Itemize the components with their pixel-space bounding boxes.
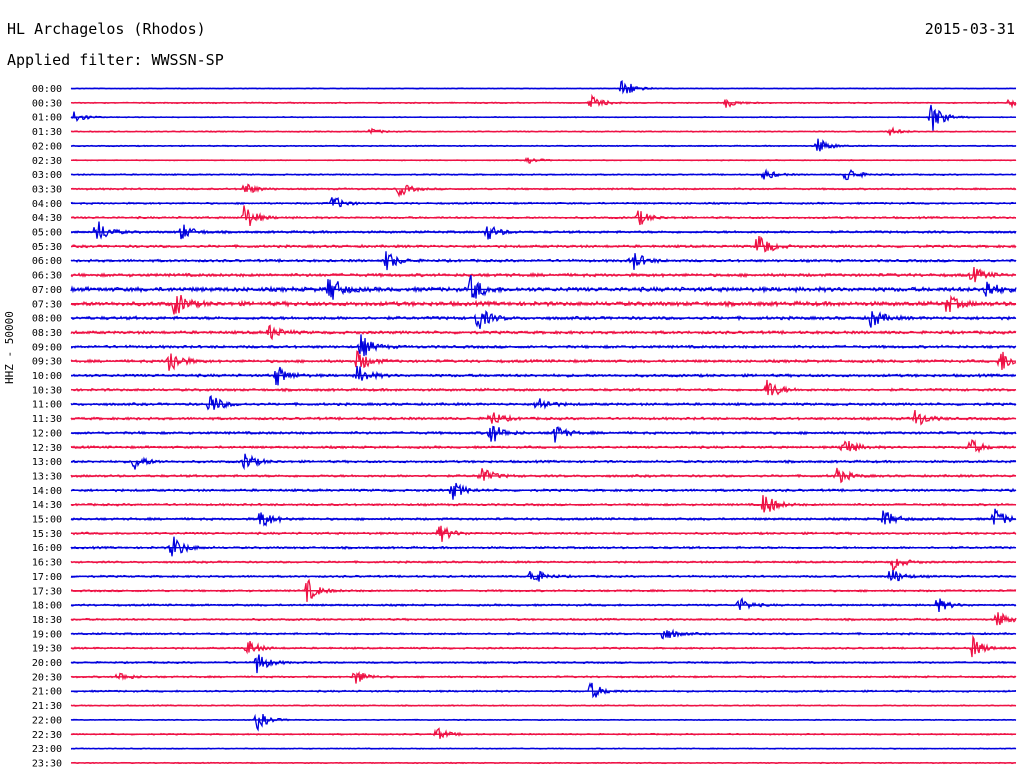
time-label: 12:30	[32, 443, 62, 454]
time-label: 20:00	[32, 658, 62, 669]
time-label: 07:30	[32, 299, 62, 310]
time-label: 09:00	[32, 342, 62, 353]
trace-0700	[70, 274, 1017, 300]
time-label: 13:30	[32, 471, 62, 482]
trace-0500	[71, 221, 1017, 240]
trace-1200	[70, 425, 1017, 443]
time-label: 00:00	[32, 84, 62, 95]
trace-0900	[70, 334, 1017, 357]
time-label: 08:30	[32, 328, 62, 339]
trace-2200	[70, 713, 1017, 732]
time-label: 18:00	[32, 601, 62, 612]
time-labels: 00:00 00:30 01:00 01:30 02:00 02:30 03:00 03:30…	[32, 84, 62, 769]
time-label: 07:00	[32, 285, 62, 296]
trace-1130	[70, 409, 1017, 426]
time-label: 02:00	[32, 141, 62, 152]
trace-0030	[70, 93, 1017, 109]
time-label: 15:00	[32, 515, 62, 526]
time-label: 16:30	[32, 558, 62, 569]
trace-0330	[70, 183, 1017, 198]
time-label: 19:00	[32, 629, 62, 640]
time-label: 11:00	[32, 400, 62, 411]
time-label: 20:30	[32, 672, 62, 683]
trace-2000	[70, 654, 1017, 674]
date-label: 2015-03-31	[924, 20, 1015, 38]
time-label: 17:00	[32, 572, 62, 583]
time-label: 22:00	[32, 715, 62, 726]
time-label: 02:30	[32, 156, 62, 167]
time-label: 23:00	[32, 744, 62, 755]
trace-1100	[70, 395, 1017, 411]
trace-1030	[70, 379, 1017, 396]
time-label: 23:30	[32, 758, 62, 769]
time-label: 10:30	[32, 385, 62, 396]
trace-1500	[70, 508, 1017, 527]
trace-1630	[70, 558, 1017, 572]
time-label: 11:30	[32, 414, 62, 425]
station-title: HL Archagelos (Rhodos)	[7, 20, 206, 38]
trace-1400	[70, 482, 1017, 500]
trace-0100	[70, 104, 1017, 131]
time-label: 00:30	[32, 98, 62, 109]
filter-value: WWSSN-SP	[151, 51, 224, 69]
time-label: 12:00	[32, 428, 62, 439]
trace-1600	[70, 536, 1017, 557]
trace-0430	[70, 205, 1017, 227]
trace-0400	[70, 197, 1017, 208]
trace-2100	[70, 681, 1017, 699]
time-label: 04:00	[32, 199, 62, 210]
time-label: 14:30	[32, 500, 62, 511]
time-label: 18:30	[32, 615, 62, 626]
trace-1330	[70, 467, 1017, 484]
time-label: 05:30	[32, 242, 62, 253]
time-label: 06:00	[32, 256, 62, 267]
trace-0200	[70, 138, 1017, 152]
time-label: 17:30	[32, 586, 62, 597]
time-label: 05:00	[32, 228, 62, 239]
trace-0530	[70, 236, 1017, 253]
time-label: 22:30	[32, 730, 62, 741]
time-label: 03:00	[32, 170, 62, 181]
time-label: 06:30	[32, 271, 62, 282]
time-label: 16:00	[32, 543, 62, 554]
trace-1930	[70, 634, 1017, 658]
filter-line: Applied filter: WWSSN-SP	[7, 51, 224, 69]
trace-1230	[70, 439, 1017, 454]
time-label: 01:30	[32, 127, 62, 138]
time-label: 21:30	[32, 701, 62, 712]
trace-0000	[70, 80, 1017, 95]
trace-1430	[70, 495, 1017, 513]
time-label: 01:00	[32, 113, 62, 124]
time-label: 10:00	[32, 371, 62, 382]
trace-2030	[70, 670, 1017, 684]
time-label: 21:00	[32, 687, 62, 698]
filter-label: Applied filter:	[7, 51, 143, 69]
trace-0800	[70, 309, 1017, 329]
time-label: 15:30	[32, 529, 62, 540]
time-label: 08:00	[32, 314, 62, 325]
trace-0730	[70, 294, 1017, 315]
time-label: 09:30	[32, 357, 62, 368]
traces	[70, 80, 1017, 765]
time-label: 13:00	[32, 457, 62, 468]
time-label: 04:30	[32, 213, 62, 224]
time-label: 03:30	[32, 184, 62, 195]
time-label: 19:30	[32, 644, 62, 655]
time-label: 14:00	[32, 486, 62, 497]
